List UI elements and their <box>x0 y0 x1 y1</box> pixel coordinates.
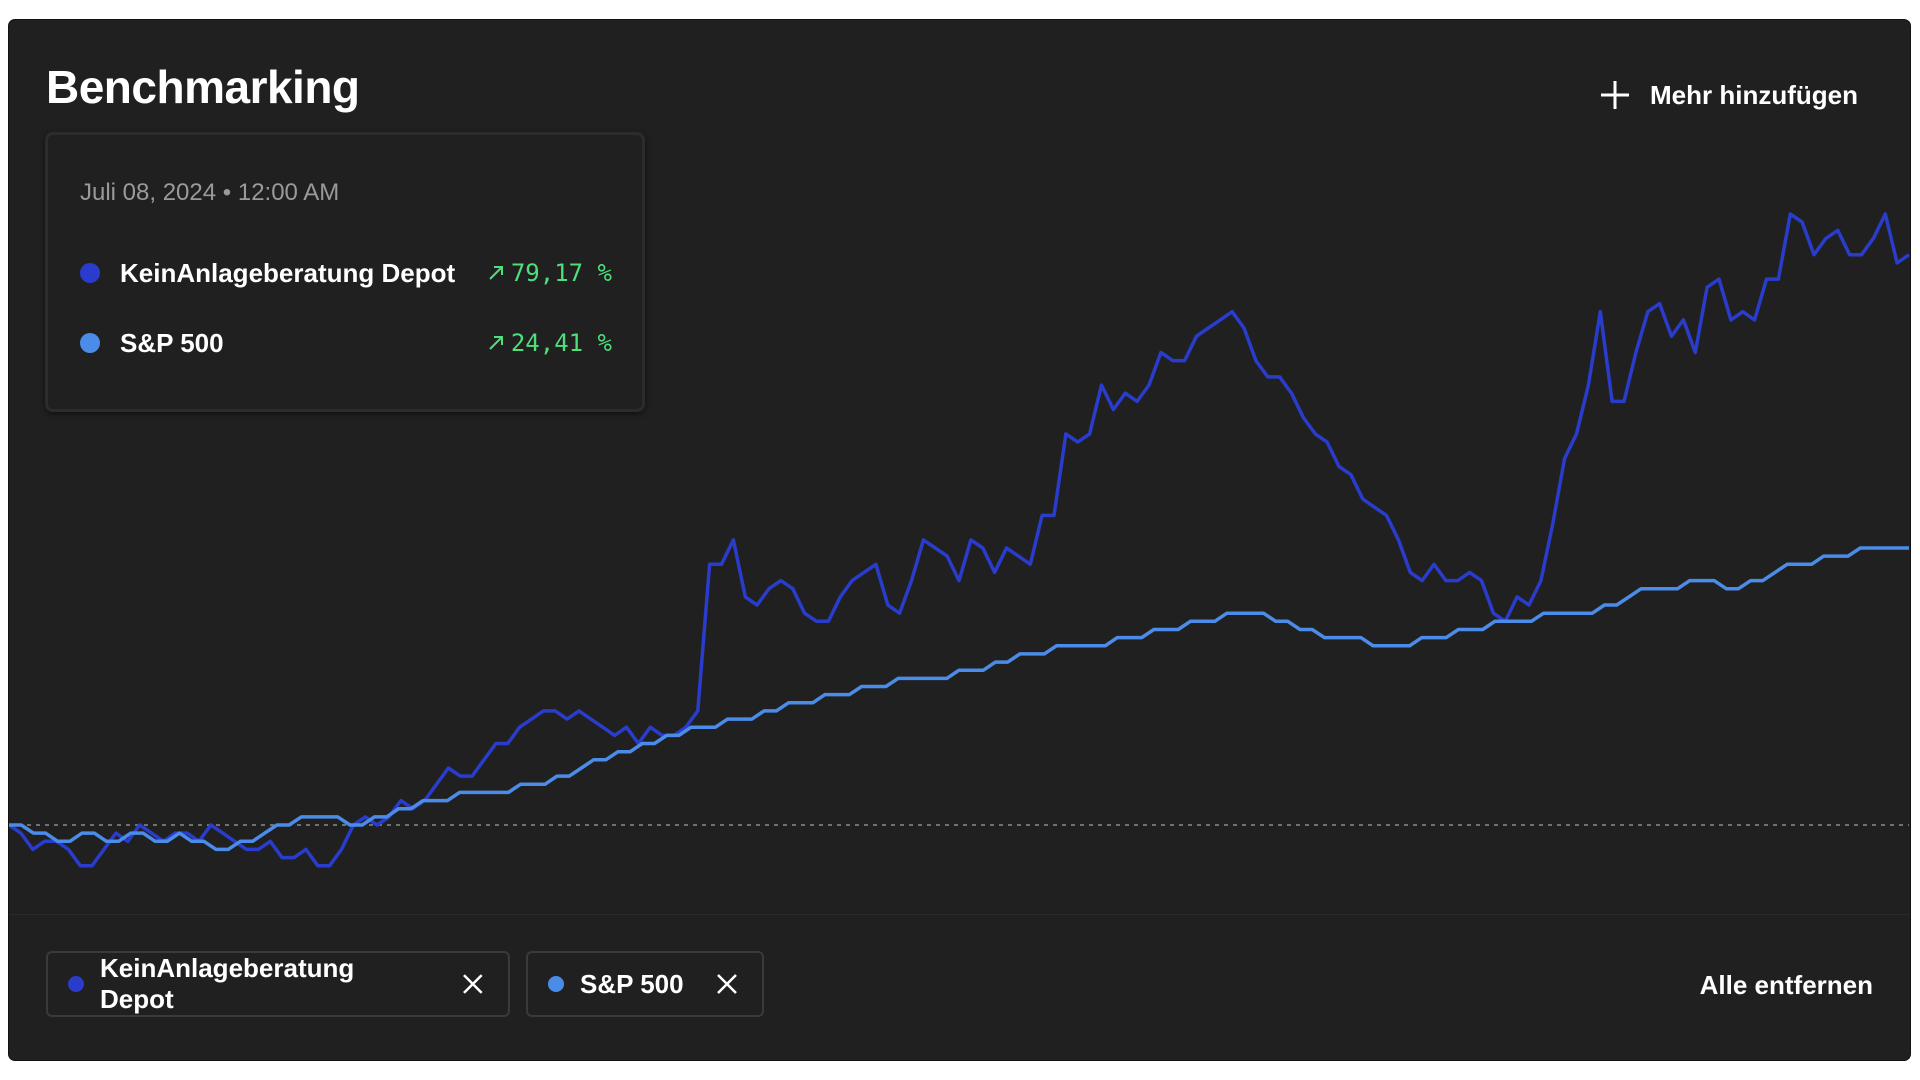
tooltip-row-sp500: S&P 500 24,41 % <box>80 323 612 363</box>
tooltip-value-depot: 79,17 % <box>487 259 612 287</box>
chip-depot-label: KeinAnlageberatung Depot <box>100 953 355 1014</box>
plus-icon <box>1601 81 1630 109</box>
tooltip-label-depot: KeinAnlageberatung Depot <box>120 257 456 288</box>
add-more-label: Mehr hinzufügen <box>1650 79 1858 110</box>
legend-footer: KeinAnlageberatung Depot S&P 500 Alle en… <box>9 914 1910 1060</box>
chip-sp500[interactable]: S&P 500 <box>526 951 764 1017</box>
series-line-sp500 <box>9 546 1909 852</box>
chart-tooltip: Juli 08, 2024 • 12:00 AM KeinAnlageberat… <box>45 132 645 412</box>
add-more-button[interactable]: Mehr hinzufügen <box>1598 78 1858 112</box>
tooltip-value-sp500: 24,41 % <box>487 329 612 357</box>
benchmarking-panel: Benchmarking Mehr hinzufügen Juli 08, 20… <box>9 20 1910 1060</box>
chip-sp500-label: S&P 500 <box>580 968 684 999</box>
benchmark-chart[interactable] <box>9 20 1910 920</box>
chip-depot[interactable]: KeinAnlageberatung Depot <box>46 951 510 1017</box>
remove-all-button[interactable]: Alle entfernen <box>1699 970 1873 1000</box>
series-line-depot <box>9 212 1910 868</box>
chip-sp500-dot <box>548 976 564 992</box>
sp500-color-dot <box>80 333 100 353</box>
tooltip-value-sp500-text: 24,41 % <box>510 329 612 357</box>
chip-depot-dot <box>68 976 84 992</box>
close-icon[interactable] <box>460 971 486 997</box>
tooltip-date: Juli 08, 2024 • 12:00 AM <box>80 179 340 206</box>
page-title: Benchmarking <box>46 61 360 113</box>
trend-up-icon <box>489 336 503 350</box>
close-icon[interactable] <box>714 971 740 997</box>
tooltip-row-depot: KeinAnlageberatung Depot 79,17 % <box>80 253 612 293</box>
depot-color-dot <box>80 263 100 283</box>
tooltip-label-sp500: S&P 500 <box>120 327 224 358</box>
trend-up-icon <box>489 266 503 280</box>
tooltip-value-depot-text: 79,17 % <box>510 259 612 287</box>
